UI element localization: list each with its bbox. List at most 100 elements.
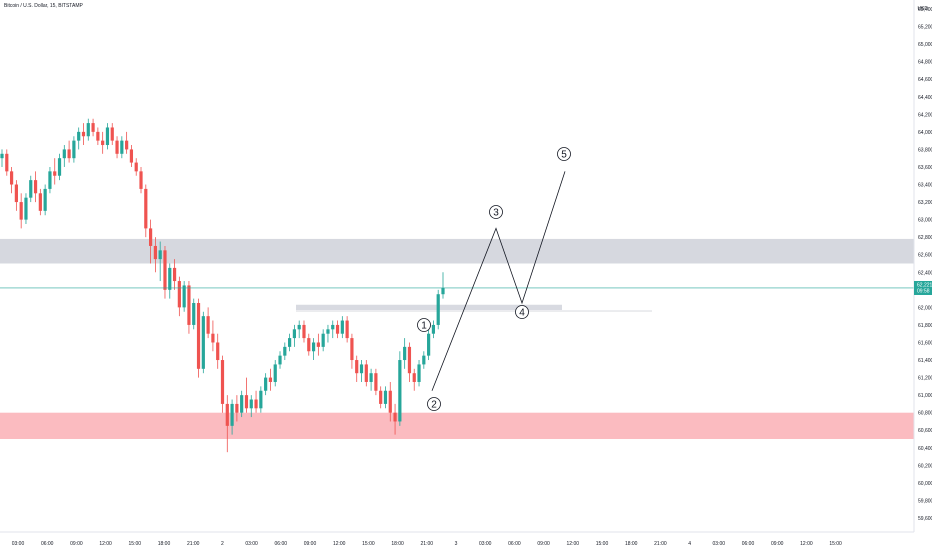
price-tick-label: 62,000 [918, 305, 932, 311]
price-tick-label: 59,600 [918, 516, 932, 522]
candle-body [220, 360, 225, 404]
candle-body [182, 285, 186, 308]
candle-body [96, 131, 100, 141]
price-tick-label: 64,200 [918, 112, 932, 118]
price-tick-label: 62,800 [918, 235, 932, 241]
candle-body [311, 342, 316, 352]
price-tick-label: 60,600 [918, 428, 932, 434]
candle-body [33, 180, 38, 194]
candle-body [57, 158, 62, 176]
price-tick-label: 62,400 [918, 270, 932, 276]
candle-body [417, 364, 421, 382]
price-tick-label: 59,800 [918, 498, 932, 504]
candle-body [297, 324, 301, 330]
price-tick-label: 60,200 [918, 463, 932, 469]
price-tick-label: 60,400 [918, 446, 932, 452]
candle-body [249, 399, 253, 409]
candle-body [379, 390, 383, 404]
wave-label-circle [427, 397, 441, 411]
candles-layer [0, 118, 445, 453]
time-axis: 03:00 06:00 09:00 12:00 15:00 18:00 21:00 2 03:0… [0, 531, 914, 547]
price-tick-label: 60,000 [918, 481, 932, 487]
candle-body [278, 355, 282, 365]
candle-body [364, 364, 368, 382]
wave-projection-path [431, 171, 566, 391]
candle-body [177, 281, 181, 308]
candle-body [115, 140, 119, 154]
candle-body [0, 153, 4, 159]
time-tick-label: 12:00 [800, 541, 813, 547]
candle-body [38, 193, 42, 211]
candle-body [374, 373, 378, 391]
time-tick-label: 09:00 [537, 541, 550, 547]
time-tick-label: 15:00 [129, 541, 142, 547]
candle-body [206, 316, 210, 334]
price-tick-label: 61,800 [918, 323, 932, 329]
zone-resistance [0, 238, 914, 264]
candle-body [216, 342, 220, 361]
candle-body [254, 399, 258, 409]
price-tick-label: 60,800 [918, 411, 932, 417]
time-tick-label: 09:00 [771, 541, 784, 547]
candle-body [72, 140, 76, 159]
candle-body [101, 140, 105, 146]
price-tick-label: 61,000 [918, 393, 932, 399]
candle-body [230, 403, 234, 426]
time-tick-label: 09:00 [304, 541, 317, 547]
last-price-countdown: 09:58 [917, 288, 930, 294]
candle-body [158, 250, 162, 260]
candle-body [407, 346, 412, 374]
wave-label-3: 3 [493, 208, 499, 219]
candle-body [335, 324, 340, 334]
candle-body [129, 149, 134, 163]
time-tick-label: 21:00 [187, 541, 200, 547]
candle-body [398, 360, 402, 422]
candle-body [19, 202, 23, 220]
last-price-value: 62,221 [917, 282, 932, 288]
candle-body [393, 412, 397, 422]
candle-body [153, 245, 157, 260]
time-tick-label: 03:00 [12, 541, 25, 547]
candle-body [288, 338, 292, 347]
candle-body [201, 316, 205, 369]
candle-body [345, 320, 349, 339]
candle-body [86, 123, 90, 137]
wave-label-4: 4 [519, 308, 525, 319]
candle-body [168, 267, 172, 290]
price-tick-label: 64,800 [918, 60, 932, 66]
candle-body [196, 302, 201, 369]
candle-body [134, 162, 138, 172]
candle-body [235, 403, 239, 413]
last-price-badge [914, 280, 932, 295]
time-tick-label: 06:00 [41, 541, 54, 547]
candle-body [148, 228, 153, 246]
wave-label-circle [417, 318, 431, 332]
candle-body [91, 123, 95, 132]
time-tick-label: 06:00 [742, 541, 755, 547]
candle-body [422, 355, 426, 365]
wave-label-circle [489, 205, 503, 219]
candle-body [62, 149, 66, 159]
price-tick-label: 64,000 [918, 130, 932, 136]
time-tick-label: 03:00 [479, 541, 492, 547]
time-tick-label: 21:00 [654, 541, 667, 547]
price-tick-label: 63,200 [918, 200, 932, 206]
price-tick-label: 65,400 [918, 7, 932, 13]
candle-body [24, 197, 28, 220]
time-tick-label: 12:00 [99, 541, 112, 547]
price-tick-label: 65,200 [918, 25, 932, 31]
candle-body [359, 364, 364, 374]
time-tick-label: 12:00 [567, 541, 580, 547]
time-tick-label: 03:00 [713, 541, 726, 547]
price-tick-label: 65,000 [918, 42, 932, 48]
candle-body [264, 377, 268, 391]
candle-body [302, 324, 306, 339]
candle-body [110, 127, 114, 141]
candle-body [350, 338, 354, 361]
candle-body [192, 302, 196, 325]
candle-body [225, 403, 229, 426]
currency-label: USD [917, 6, 928, 12]
candle-body [67, 149, 71, 159]
price-tick-label: 64,400 [918, 95, 932, 101]
